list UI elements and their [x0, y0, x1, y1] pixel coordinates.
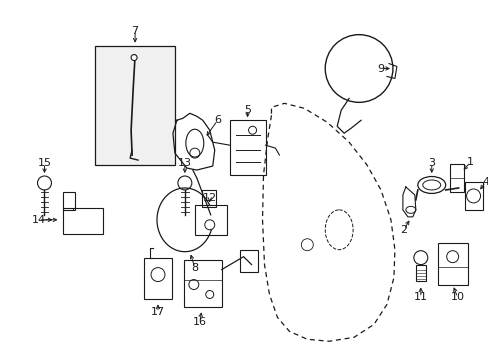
Text: 12: 12	[203, 193, 216, 203]
Bar	[95, 46, 175, 165]
Text: 11: 11	[413, 292, 427, 302]
Text: 7: 7	[131, 26, 139, 36]
Text: 4: 4	[481, 177, 488, 187]
Text: 16: 16	[192, 318, 206, 327]
Bar	[239, 250, 257, 271]
Bar	[63, 192, 75, 210]
Text: 13: 13	[178, 158, 191, 168]
Bar	[202, 190, 215, 207]
Bar	[449, 164, 463, 192]
Text: 10: 10	[450, 292, 464, 302]
Text: 9: 9	[377, 63, 384, 73]
Text: 1: 1	[466, 157, 473, 167]
Bar	[415, 265, 425, 280]
Text: 14: 14	[31, 215, 45, 225]
Bar	[183, 260, 221, 307]
Text: 3: 3	[427, 158, 434, 168]
Bar	[464, 182, 482, 210]
Bar	[194, 205, 226, 235]
Text: 5: 5	[244, 105, 250, 115]
Bar	[437, 243, 467, 284]
Bar	[144, 258, 172, 300]
Text: 2: 2	[400, 225, 407, 235]
Circle shape	[131, 55, 137, 60]
Text: 15: 15	[38, 158, 51, 168]
Text: 8: 8	[191, 262, 198, 273]
Bar	[229, 120, 265, 175]
Text: 17: 17	[151, 307, 165, 318]
Text: 6: 6	[214, 115, 221, 125]
Bar	[63, 208, 103, 234]
